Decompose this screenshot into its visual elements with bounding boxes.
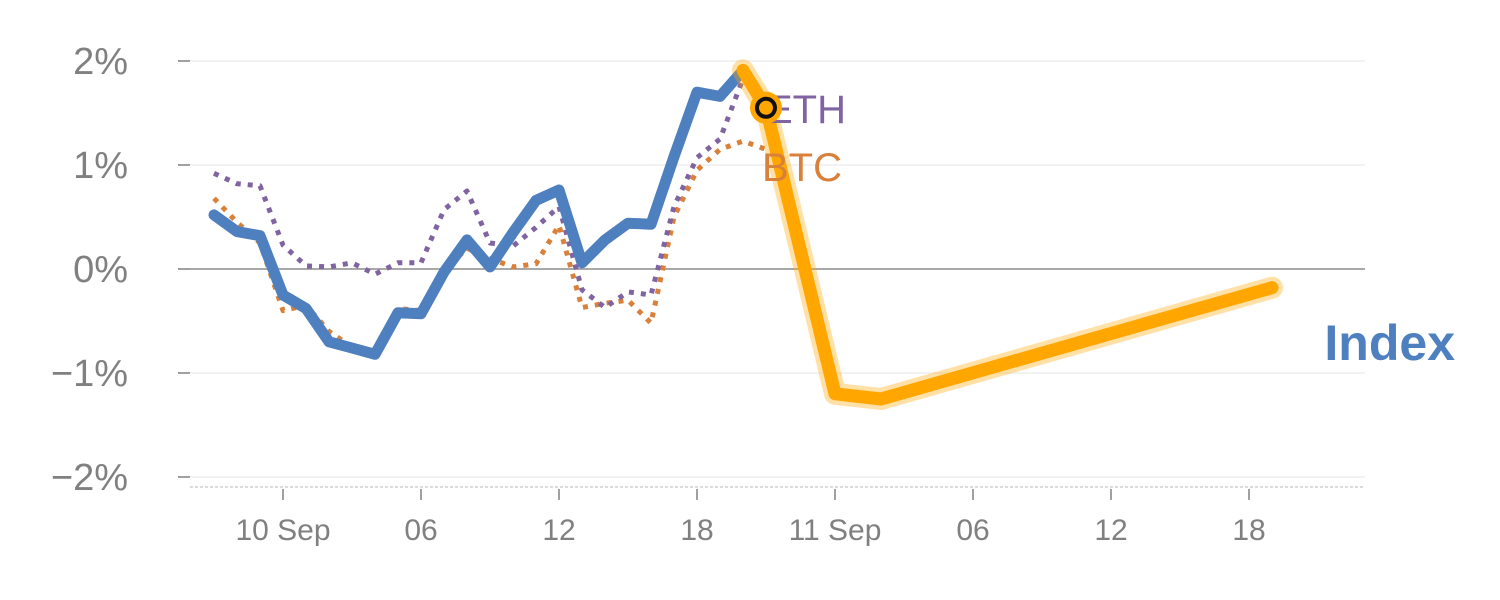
y-axis-ticks: 2% 1% 0% −1% −2% [51, 41, 190, 499]
x-tick-label: 11 Sep [789, 514, 882, 547]
x-tick-label: 06 [404, 514, 437, 547]
x-tick-label: 10 Sep [235, 514, 330, 547]
x-tick-label: 06 [956, 514, 989, 547]
x-tick-label: 18 [680, 514, 713, 547]
series-line-btc [212, 138, 767, 355]
y-tick-label: −1% [51, 353, 128, 395]
x-tick-label: 12 [1094, 514, 1127, 547]
series-layer [208, 64, 768, 360]
marker-inner [755, 96, 777, 119]
y-tick-label: −2% [51, 457, 128, 499]
series-line-index [208, 64, 749, 360]
marker-outer [750, 91, 782, 124]
series-line-eth [212, 76, 768, 310]
x-tick-label: 18 [1232, 514, 1265, 547]
series-label-btc: BTC [762, 146, 842, 190]
y-tick-label: 2% [73, 41, 128, 83]
x-axis: 10 Sep 06 12 18 11 Sep 06 12 18 [190, 486, 1365, 547]
series-label-index: Index [1324, 315, 1455, 371]
y-tick-label: 1% [73, 145, 128, 187]
hover-marker [750, 91, 782, 124]
y-tick-label: 0% [73, 249, 128, 291]
grid-lines [190, 60, 1365, 478]
x-tick-label: 12 [542, 514, 575, 547]
